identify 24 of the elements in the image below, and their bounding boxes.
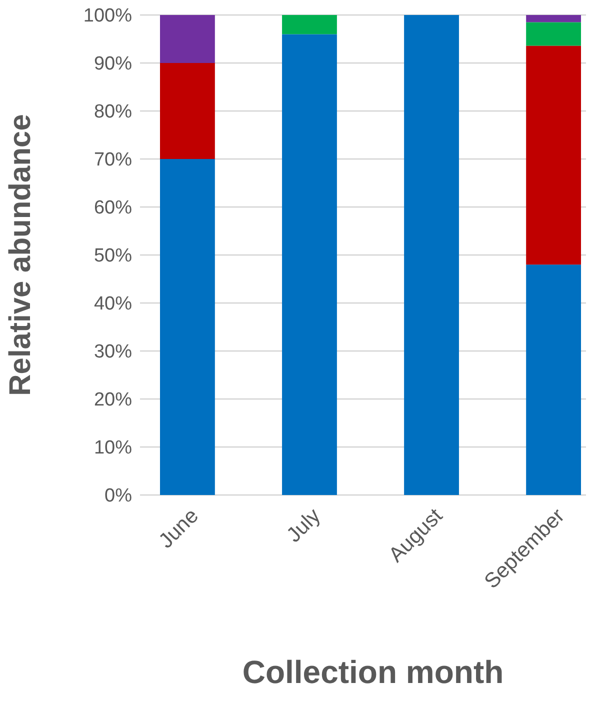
y-tick-label: 50% [94,246,132,267]
bar [526,22,581,46]
bar [160,159,215,495]
x-tick-label: July [282,504,326,547]
y-tick-label: 30% [94,342,132,363]
bar [282,15,337,34]
bar [526,46,581,265]
y-tick-label: 40% [94,294,132,315]
bar [160,63,215,159]
y-tick-label: 70% [94,150,132,171]
y-tick-label: 100% [83,6,132,27]
bar [160,15,215,63]
x-axis-title: Collection month [242,654,504,690]
y-tick-label: 60% [94,198,132,219]
bar [282,34,337,495]
bar [404,15,459,495]
y-tick-label: 80% [94,102,132,123]
y-axis-title: Relative abundance [4,114,37,396]
y-tick-label: 20% [94,390,132,411]
bar [526,15,581,22]
y-tick-label: 90% [94,54,132,75]
y-tick-label: 0% [104,486,132,507]
bar [526,264,581,495]
y-tick-label: 10% [94,438,132,459]
